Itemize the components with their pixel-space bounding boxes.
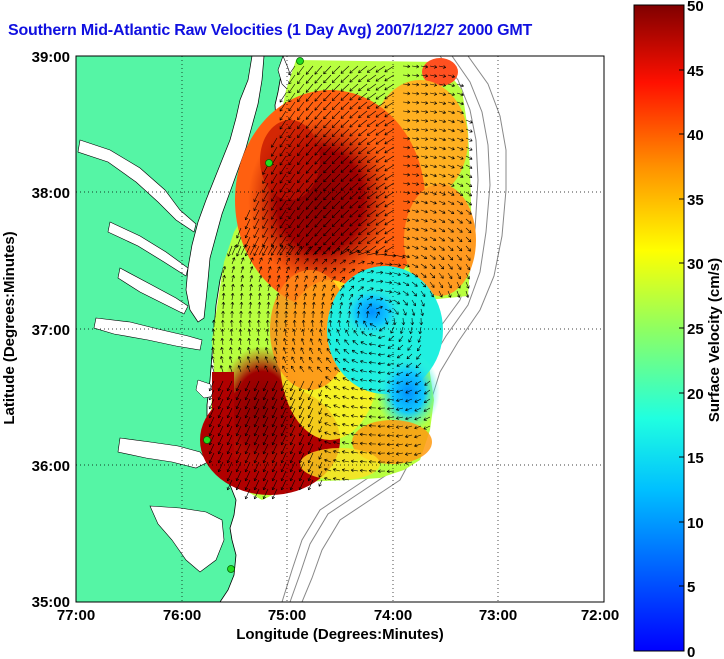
- colorbar-tick-label: 40: [687, 127, 704, 144]
- y-axis-title: Latitude (Degrees:Minutes): [1, 231, 18, 424]
- colorbar-tick-label: 10: [687, 515, 704, 532]
- chesapeake-bay: [185, 56, 265, 323]
- colorbar: 50 45 40 35 30 25 20 15 10 5 0 Surface V…: [633, 0, 723, 659]
- potomac-river: [77, 139, 197, 233]
- x-tick-label: 72:00: [581, 607, 619, 624]
- x-tick-label: 75:00: [268, 607, 306, 624]
- colorbar-tick-label: 0: [687, 644, 695, 659]
- y-tick-label: 37:00: [32, 322, 70, 339]
- grid-lines: [76, 56, 604, 602]
- y-tick-label: 36:00: [32, 458, 70, 475]
- y-tick-label: 35:00: [32, 594, 70, 611]
- rappahannock-river: [107, 221, 189, 277]
- station-marker: [265, 159, 273, 167]
- y-tick-label: 38:00: [32, 185, 70, 202]
- colorbar-tick-label: 15: [687, 450, 704, 467]
- x-axis: 77:00 76:00 75:00 74:00 73:00 72:00 Long…: [57, 607, 619, 643]
- colorbar-tick-label: 35: [687, 192, 704, 209]
- station-marker: [296, 57, 304, 65]
- x-tick-label: 77:00: [57, 607, 95, 624]
- figure-title: Southern Mid-Atlantic Raw Velocities (1 …: [8, 22, 533, 39]
- station-marker: [227, 565, 235, 573]
- station-marker: [203, 436, 211, 444]
- station-markers: [203, 57, 304, 573]
- pamlico-sound: [149, 505, 225, 573]
- albemarle-sound: [117, 437, 209, 469]
- james-river: [93, 317, 203, 351]
- colorbar-tick-label: 20: [687, 386, 704, 403]
- x-axis-title: Longitude (Degrees:Minutes): [236, 626, 444, 643]
- x-tick-label: 73:00: [479, 607, 517, 624]
- colorbar-tick-label: 25: [687, 321, 704, 338]
- velocity-field: [200, 58, 476, 500]
- y-tick-label: 39:00: [32, 49, 70, 66]
- y-axis: 39:00 38:00 37:00 36:00 35:00 Latitude (…: [1, 49, 70, 611]
- colorbar-tick-label: 30: [687, 256, 704, 273]
- colorbar-title: Surface Velocity (cm/s): [706, 258, 723, 422]
- velocity-vectors: [208, 64, 473, 500]
- x-tick-label: 76:00: [163, 607, 201, 624]
- colorbar-tick-label: 5: [687, 579, 695, 596]
- colorbar-gradient: [633, 4, 685, 652]
- colorbar-tick-label: 50: [687, 0, 704, 15]
- york-river: [117, 267, 189, 315]
- inlet-north: [195, 379, 215, 399]
- plot-frame: [75, 55, 605, 603]
- colorbar-tick-label: 45: [687, 63, 704, 80]
- velocity-arrows: [208, 64, 473, 500]
- x-tick-label: 74:00: [374, 607, 412, 624]
